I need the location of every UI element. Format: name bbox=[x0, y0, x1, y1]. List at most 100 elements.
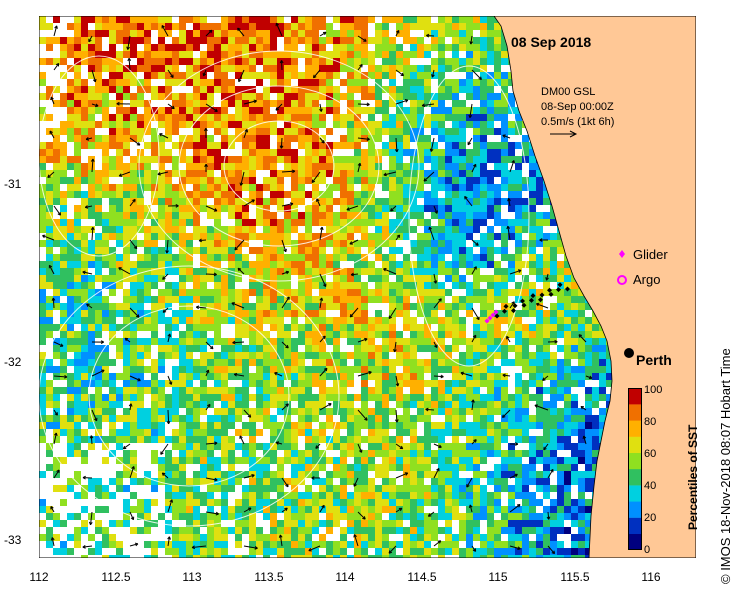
current-arrow bbox=[281, 341, 289, 349]
current-arrow bbox=[423, 171, 435, 182]
current-arrow bbox=[204, 163, 208, 173]
x-tick-label: 113 bbox=[182, 570, 202, 584]
current-arrow bbox=[51, 297, 56, 309]
current-arrow bbox=[90, 226, 95, 241]
current-arrow bbox=[464, 195, 473, 207]
current-arrow bbox=[82, 270, 93, 275]
current-arrow bbox=[319, 403, 332, 411]
current-arrow bbox=[469, 35, 474, 45]
current-arrow bbox=[388, 545, 397, 554]
current-arrow bbox=[394, 409, 399, 423]
glider-position bbox=[548, 291, 554, 297]
glider-position bbox=[503, 303, 509, 309]
current-arrow bbox=[357, 63, 363, 71]
current-arrow bbox=[159, 133, 169, 139]
current-arrow bbox=[90, 158, 95, 173]
glider-position bbox=[565, 286, 570, 292]
current-arrow bbox=[129, 466, 135, 479]
current-arrow bbox=[353, 477, 359, 487]
current-arrow bbox=[53, 62, 60, 71]
current-arrow bbox=[319, 273, 327, 288]
current-arrow bbox=[167, 499, 174, 513]
current-arrow bbox=[129, 198, 136, 207]
current-arrow bbox=[433, 374, 444, 379]
colorbar-swatch bbox=[628, 533, 642, 550]
current-arrow bbox=[501, 409, 511, 419]
current-arrow bbox=[545, 273, 549, 281]
copyright-credit: © IMOS 18-Nov-2018 08:07 Hobart Time bbox=[718, 348, 733, 584]
current-arrow bbox=[547, 545, 556, 555]
current-arrow bbox=[91, 69, 97, 83]
current-arrow bbox=[129, 307, 140, 318]
current-arrow bbox=[129, 239, 138, 250]
current-arrow bbox=[167, 375, 173, 385]
colorbar-title: Percentiles of SST bbox=[686, 424, 700, 530]
current-arrow bbox=[468, 103, 473, 119]
current-arrow bbox=[281, 270, 290, 275]
current-arrow bbox=[471, 163, 477, 173]
current-arrow bbox=[357, 443, 363, 453]
current-arrow bbox=[509, 504, 521, 513]
current-arrow bbox=[433, 205, 438, 214]
current-arrow bbox=[547, 468, 554, 479]
x-tick-label: 114 bbox=[335, 570, 355, 584]
current-arrow bbox=[316, 198, 321, 207]
current-arrow bbox=[350, 272, 359, 277]
scale-arrow-icon bbox=[550, 130, 578, 138]
current-arrow bbox=[319, 103, 323, 112]
current-arrow bbox=[429, 137, 435, 152]
current-arrow bbox=[543, 443, 549, 451]
current-arrow bbox=[357, 35, 367, 42]
current-arrow bbox=[431, 69, 435, 78]
current-arrow bbox=[91, 340, 104, 344]
current-arrow bbox=[129, 375, 141, 382]
colorbar-swatch bbox=[628, 501, 642, 518]
current-arrow bbox=[468, 504, 473, 513]
glider-position bbox=[512, 303, 518, 309]
colorbar-swatch bbox=[628, 517, 642, 534]
current-arrow bbox=[124, 337, 131, 343]
current-arrow bbox=[167, 69, 174, 79]
colorbar-swatch bbox=[628, 469, 642, 486]
current-arrow bbox=[509, 301, 515, 309]
glider-position bbox=[556, 287, 561, 293]
glider-track bbox=[484, 282, 570, 324]
current-arrow bbox=[346, 205, 359, 211]
perth-marker-icon bbox=[624, 348, 634, 358]
sst-map-canvas bbox=[39, 16, 696, 558]
time-label: 08-Sep 00:00Z bbox=[541, 101, 614, 113]
argo-marker-icon bbox=[617, 275, 627, 285]
current-arrow bbox=[88, 511, 93, 526]
current-arrow bbox=[395, 443, 404, 450]
current-arrow bbox=[509, 442, 519, 446]
current-arrow bbox=[53, 432, 58, 445]
glider-position bbox=[529, 297, 534, 303]
glider-position bbox=[521, 302, 527, 308]
current-arrow bbox=[471, 399, 475, 411]
colorbar-tick: 40 bbox=[644, 480, 657, 492]
colorbar-swatch bbox=[628, 404, 642, 421]
current-arrow bbox=[509, 269, 522, 275]
current-arrow bbox=[42, 234, 55, 241]
glider-position bbox=[530, 293, 536, 299]
current-arrow bbox=[507, 198, 511, 207]
current-arrow bbox=[167, 103, 175, 110]
current-arrow bbox=[161, 25, 169, 37]
current-arrow bbox=[195, 305, 207, 310]
current-arrow bbox=[319, 367, 328, 377]
current-arrow bbox=[535, 302, 549, 309]
colorbar-border bbox=[628, 388, 642, 550]
x-tick-label: 114.5 bbox=[407, 570, 437, 584]
current-arrow bbox=[506, 335, 511, 343]
current-arrow bbox=[126, 35, 131, 50]
current-arrow bbox=[205, 103, 218, 112]
current-arrow bbox=[471, 239, 479, 246]
contour-line bbox=[223, 120, 335, 212]
glider-position bbox=[490, 312, 496, 318]
current-arrow bbox=[357, 102, 370, 107]
current-arrow bbox=[467, 137, 473, 146]
current-arrow bbox=[502, 134, 511, 139]
current-arrow bbox=[506, 225, 511, 241]
current-vectors bbox=[42, 22, 593, 555]
current-arrow bbox=[308, 545, 321, 552]
